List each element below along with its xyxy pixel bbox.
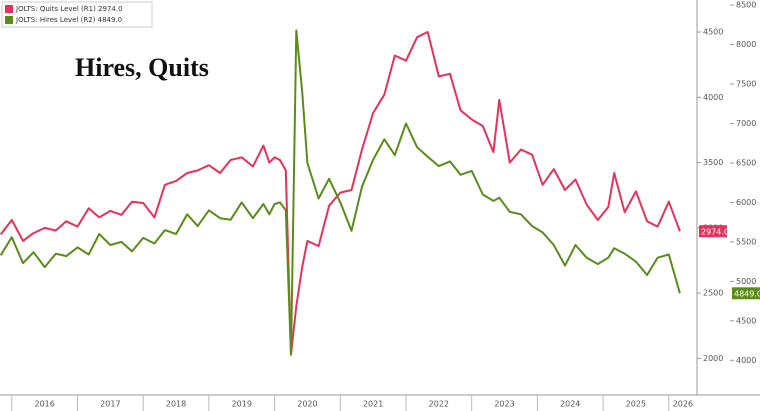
y2-tick-label: 4500 xyxy=(736,316,756,325)
y2-tick-label: 5000 xyxy=(736,277,756,286)
x-tick-label: 2017 xyxy=(100,400,120,409)
y2-tick-label: 4000 xyxy=(736,356,756,365)
x-tick-label: 2026 xyxy=(673,400,693,409)
y2-tick-label: 6000 xyxy=(736,198,756,207)
x-tick-label: 2019 xyxy=(232,400,252,409)
y2-tick-label: 7000 xyxy=(736,119,756,128)
x-tick-label: 2023 xyxy=(494,400,514,409)
x-tick-label: 2018 xyxy=(166,400,186,409)
y2-tick-label: 5500 xyxy=(736,237,756,246)
x-tick-label: 2022 xyxy=(429,400,449,409)
x-tick-label: 2016 xyxy=(34,400,54,409)
series-line xyxy=(0,29,681,356)
y-tick-label: 4500 xyxy=(703,27,723,36)
y2-tick-label: 8500 xyxy=(736,1,756,10)
y-tick-label: 2000 xyxy=(703,354,723,363)
end-tag xyxy=(699,225,727,238)
y2-tick-label: 6500 xyxy=(736,158,756,167)
y-tick-label: 4000 xyxy=(703,93,723,102)
end-tag-label: 4849.0 xyxy=(734,289,760,298)
end-tag xyxy=(732,287,760,300)
y-tick-label: 3500 xyxy=(703,158,723,167)
legend xyxy=(1,1,153,28)
legend-label: JOLTS: Hires Level (R2) 4849.0 xyxy=(15,16,122,24)
y-tick-label: 2500 xyxy=(703,289,723,298)
annotation: Hires, Quits xyxy=(75,53,209,82)
legend-label: JOLTS: Quits Level (R1) 2974.0 xyxy=(15,5,123,13)
series-line xyxy=(0,31,681,356)
end-tag-label: 2974.0 xyxy=(701,227,729,236)
y2-tick-label: 8000 xyxy=(736,40,756,49)
y2-tick-label: 7500 xyxy=(736,80,756,89)
x-tick-label: 2025 xyxy=(626,400,646,409)
x-tick-label: 2024 xyxy=(560,400,580,409)
x-tick-label: 2020 xyxy=(297,400,317,409)
legend-swatch xyxy=(5,16,13,24)
legend-swatch xyxy=(5,5,13,13)
x-tick-label: 2021 xyxy=(363,400,383,409)
